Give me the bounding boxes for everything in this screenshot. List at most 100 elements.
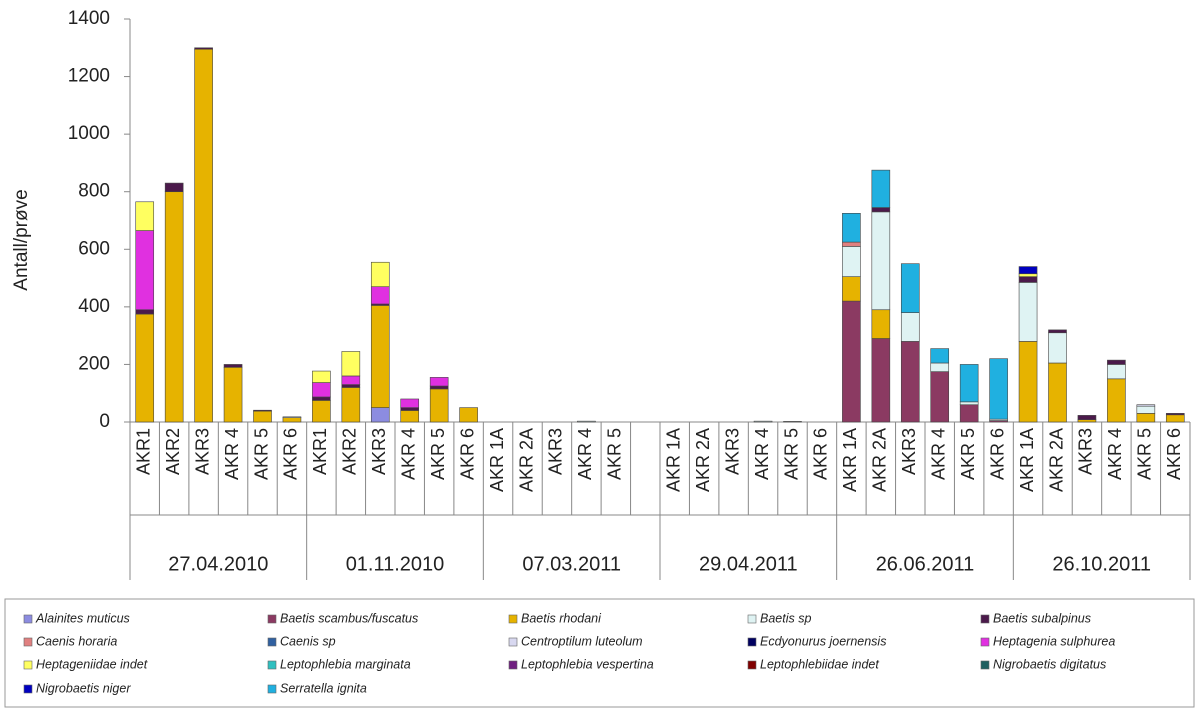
legend-swatch [23,660,33,670]
bar-segment [871,207,891,213]
bar-segment [1165,413,1185,416]
bar-segment [1136,413,1156,423]
x-tick-label: AKR 4 [928,428,948,480]
legend-swatch [23,614,33,624]
bar-segment [1048,329,1067,334]
bar-segment [1018,282,1038,342]
bar-segment [370,305,390,408]
y-tick-label: 1400 [68,8,110,29]
bar-segment [429,385,449,390]
x-tick-label: AKR 1A [487,428,507,492]
bar-segment [842,241,861,247]
bar-segment [900,341,920,423]
bar-segment [312,382,331,398]
group-label: 07.03.2011 [522,553,621,575]
x-tick-label: AKR 2A [516,428,536,492]
group-label: 29.04.2011 [699,553,798,575]
bar-segment [1107,364,1126,380]
x-tick-label: AKR 4 [575,428,595,480]
x-tick-label: AKR 6 [1164,428,1184,480]
bar-segment [194,47,213,50]
bar-segment [135,309,155,315]
bar-segment [341,387,361,423]
bar-segment [783,421,802,423]
bar-segment [1018,266,1038,275]
bar-segment [370,407,390,423]
y-tick-label: 800 [78,181,110,202]
bar-segment [930,348,950,364]
legend-label: Caenis horaria [36,634,117,648]
bar-segment [459,407,478,423]
x-tick-label: AKR3 [722,428,742,475]
x-tick-label: AKR2 [163,428,183,475]
bar-segment [900,263,920,313]
bar-segment [312,400,331,423]
y-tick-label: 1000 [68,123,110,144]
legend-label: Alainites muticus [35,611,130,625]
x-tick-label: AKR 2A [870,428,890,492]
x-tick-label: AKR 6 [987,428,1007,480]
x-tick-label: AKR 5 [428,428,448,480]
group-label: 27.04.2010 [168,553,268,575]
bar-segment [312,370,331,383]
x-tick-label: AKR3 [369,428,389,475]
y-axis-label: Antall/prøve [11,189,32,290]
legend-label: Nigrobaetis niger [36,681,131,695]
bar-segment [400,398,420,408]
bar-segment [1048,362,1067,423]
x-tick-label: AKR 4 [398,428,418,480]
legend-swatch [508,660,518,670]
group-label: 01.11.2010 [346,553,445,575]
bar-segment [871,338,891,423]
bar-segment [871,211,891,311]
legend-swatch [747,660,757,670]
bar-segment [842,276,861,302]
bar-segment [930,362,950,372]
bar-segment [135,313,155,423]
bar-segment [282,417,302,423]
y-tick-label: 200 [78,353,110,374]
bar-segment [753,420,773,423]
x-tick-label: AKR 5 [605,428,625,480]
bar-segment [164,182,184,193]
bar-segment [1136,404,1156,407]
bar-segment [370,261,390,288]
y-tick-label: 0 [99,411,110,432]
bar-segment [959,404,979,423]
bar-segment [223,367,243,423]
bar-segment [1077,415,1097,420]
bar-segment [1048,332,1067,364]
legend-swatch [747,614,757,624]
bar-segment [370,286,390,305]
legend-label: Nigrobaetis digitatus [993,657,1106,671]
bar-segment [1165,414,1185,423]
legend-swatch [23,684,33,694]
bar-segment [341,351,361,377]
bar-segment [842,213,861,243]
x-tick-label: AKR 1A [1017,428,1037,492]
legend-label: Leptophlebia marginata [280,657,411,671]
legend-label: Baetis subalpinus [993,611,1091,625]
legend-label: Serratella ignita [280,681,367,695]
x-tick-label: AKR3 [192,428,212,475]
bar-segment [900,312,920,342]
legend-label: Leptophlebia vespertina [521,657,654,671]
bar-segment [1107,359,1126,365]
legend-swatch [980,637,990,647]
x-tick-label: AKR 4 [222,428,242,480]
x-tick-label: AKR 5 [1135,428,1155,480]
bar-segment [400,410,420,423]
bar-segment [341,384,361,388]
group-label: 26.10.2011 [1052,553,1151,575]
x-tick-label: AKR3 [546,428,566,475]
legend-label: Baetis sp [760,611,811,625]
legend-swatch [980,660,990,670]
x-tick-label: AKR 1A [663,428,683,492]
legend-swatch [23,637,33,647]
bar-segment [930,371,950,423]
x-tick-label: AKR 5 [958,428,978,480]
bar-segment [1107,378,1126,423]
y-tick-label: 400 [78,296,110,317]
bar-segment [959,401,979,406]
